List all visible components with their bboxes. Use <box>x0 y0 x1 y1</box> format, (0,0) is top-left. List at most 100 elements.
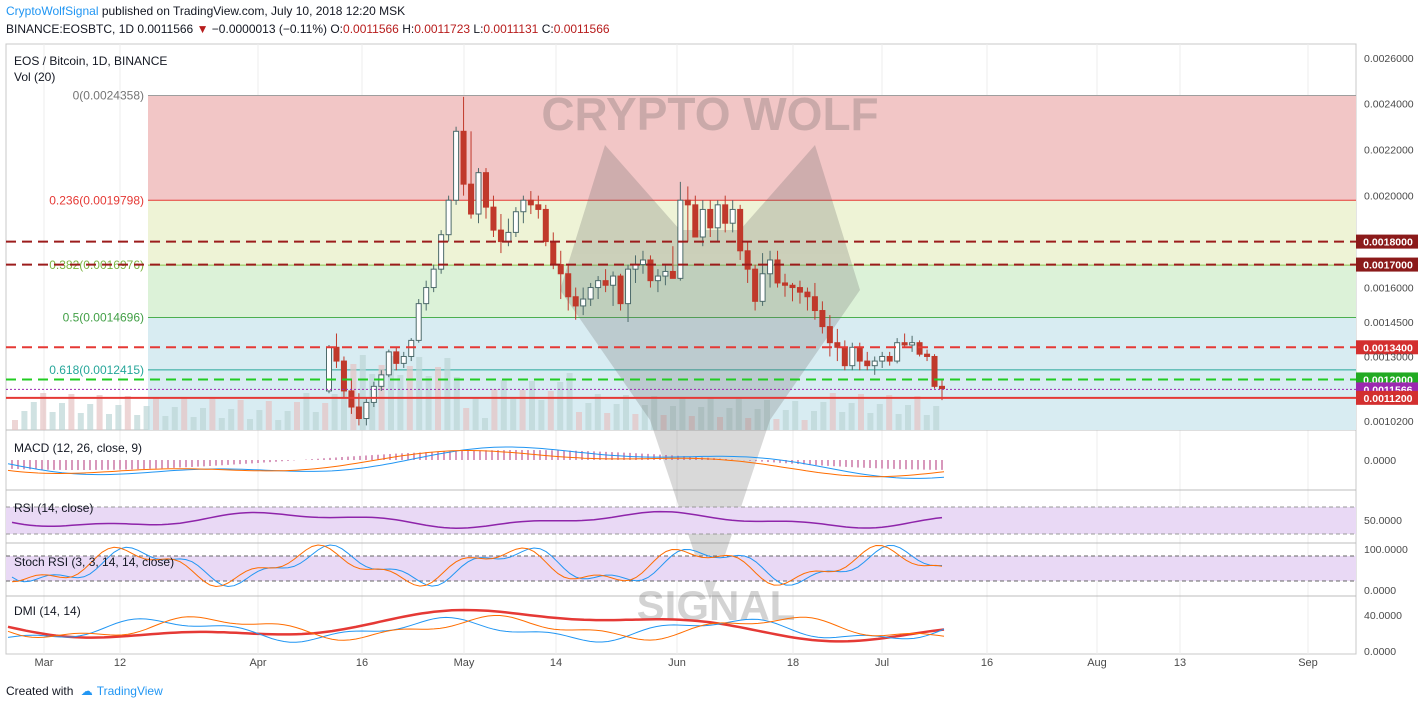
volume-bar <box>124 396 131 430</box>
volume-bar <box>30 402 37 430</box>
candle-body <box>841 346 848 367</box>
volume-bar <box>209 399 216 430</box>
volume-bar <box>49 412 56 430</box>
volume-bar <box>914 396 921 430</box>
candle-body <box>916 342 923 355</box>
volume-bar <box>87 404 94 430</box>
candle-body <box>894 342 901 362</box>
volume-bar <box>764 400 770 430</box>
volume-bar <box>115 405 122 430</box>
candle-body <box>617 275 624 305</box>
candle-body <box>610 275 617 286</box>
volume-bar <box>585 403 592 430</box>
candle-body <box>796 287 803 293</box>
candle-body <box>542 208 549 243</box>
candle-body <box>393 351 400 364</box>
fib-label: 0.236(0.0019798) <box>49 193 144 207</box>
candle-body <box>924 353 931 357</box>
fib-label: 0.382(0.0016976) <box>49 258 144 272</box>
volume-bar <box>331 394 338 430</box>
candle-body <box>729 208 736 224</box>
volume-bar <box>181 398 188 430</box>
volume-bar <box>905 405 911 430</box>
x-tick-label: Jul <box>875 657 889 669</box>
volume-bar <box>491 389 498 430</box>
candle-body <box>348 390 355 408</box>
candle-body <box>385 351 392 376</box>
price-tag <box>1356 257 1418 272</box>
volume-bar <box>397 375 404 430</box>
candle-body <box>535 204 542 210</box>
candle-body <box>744 250 751 270</box>
y-tick-label: 0.0020000 <box>1364 191 1414 203</box>
ohlc-line: BINANCE:EOSBTC, 1D 0.0011566 ▼ −0.000001… <box>6 22 610 36</box>
candle-body <box>677 199 684 279</box>
fib-band <box>148 95 1356 201</box>
volume-bar <box>200 408 206 430</box>
stoch-d-line <box>11 544 943 588</box>
candle-body <box>482 172 489 208</box>
volume-bar <box>773 419 780 430</box>
candle-body <box>512 211 519 233</box>
volume-bar <box>453 377 460 430</box>
volume-bar <box>228 409 235 430</box>
volume-bar <box>359 355 366 430</box>
volume-bar <box>735 399 742 430</box>
x-tick-label: Mar <box>35 657 54 669</box>
candle-body <box>931 355 938 387</box>
macd-signal-line <box>7 450 945 478</box>
volume-bar <box>416 357 423 430</box>
rsi-line <box>11 510 943 529</box>
x-tick-label: 18 <box>787 657 799 669</box>
candle-body <box>423 287 430 305</box>
price-tag-label: 0.0017000 <box>1363 260 1413 272</box>
x-tick-label: 16 <box>356 657 368 669</box>
candle-body <box>572 296 579 307</box>
volume-bar <box>463 408 470 430</box>
tradingview-logo-icon[interactable]: ☁ <box>80 684 93 698</box>
volume-bar <box>660 415 667 430</box>
candle-body <box>460 130 467 185</box>
y-tick-label: 0.0010200 <box>1364 416 1414 428</box>
change-text: −0.0000013 (−0.11%) <box>211 22 327 36</box>
volume-bar <box>106 414 112 430</box>
volume-bar <box>134 415 141 430</box>
volume-bar <box>839 412 846 430</box>
candle-body <box>370 385 377 403</box>
low-value: 0.0011131 <box>483 22 539 36</box>
candle-body <box>752 268 759 302</box>
volume-bar <box>77 413 84 430</box>
price-tag <box>1356 234 1418 249</box>
volume-bar <box>848 403 855 430</box>
footer: Created with ☁ TradingView <box>6 684 163 698</box>
candle-body <box>901 342 908 346</box>
price-tag-label: 0.0013400 <box>1363 342 1413 354</box>
tradingview-link[interactable]: TradingView <box>96 684 163 698</box>
x-tick-label: 14 <box>550 657 562 669</box>
candle-body <box>871 360 878 367</box>
created-with-text: Created with <box>6 684 74 698</box>
volume-bar <box>641 405 648 430</box>
volume-bar <box>162 416 169 430</box>
volume-bar <box>754 409 761 430</box>
volume-bar <box>576 412 582 430</box>
candle-body <box>692 204 699 238</box>
candle-body <box>490 206 497 231</box>
close-label: C: <box>541 22 554 36</box>
volume-bar <box>923 415 930 430</box>
candle-body <box>363 401 370 420</box>
candle-body <box>759 273 766 302</box>
macd-line <box>7 446 945 479</box>
volume-bar <box>143 406 150 430</box>
y-tick-label: 0.0022000 <box>1364 145 1414 157</box>
volume-bar <box>472 399 479 430</box>
candle-body <box>333 346 340 362</box>
candle-body <box>595 280 602 289</box>
volume-bar <box>651 396 658 430</box>
x-tick-label: 12 <box>114 657 126 669</box>
volume-bar <box>341 373 347 430</box>
author-link[interactable]: CryptoWolfSignal <box>6 4 99 18</box>
candle-body <box>438 234 445 270</box>
volume-bar <box>707 398 714 430</box>
